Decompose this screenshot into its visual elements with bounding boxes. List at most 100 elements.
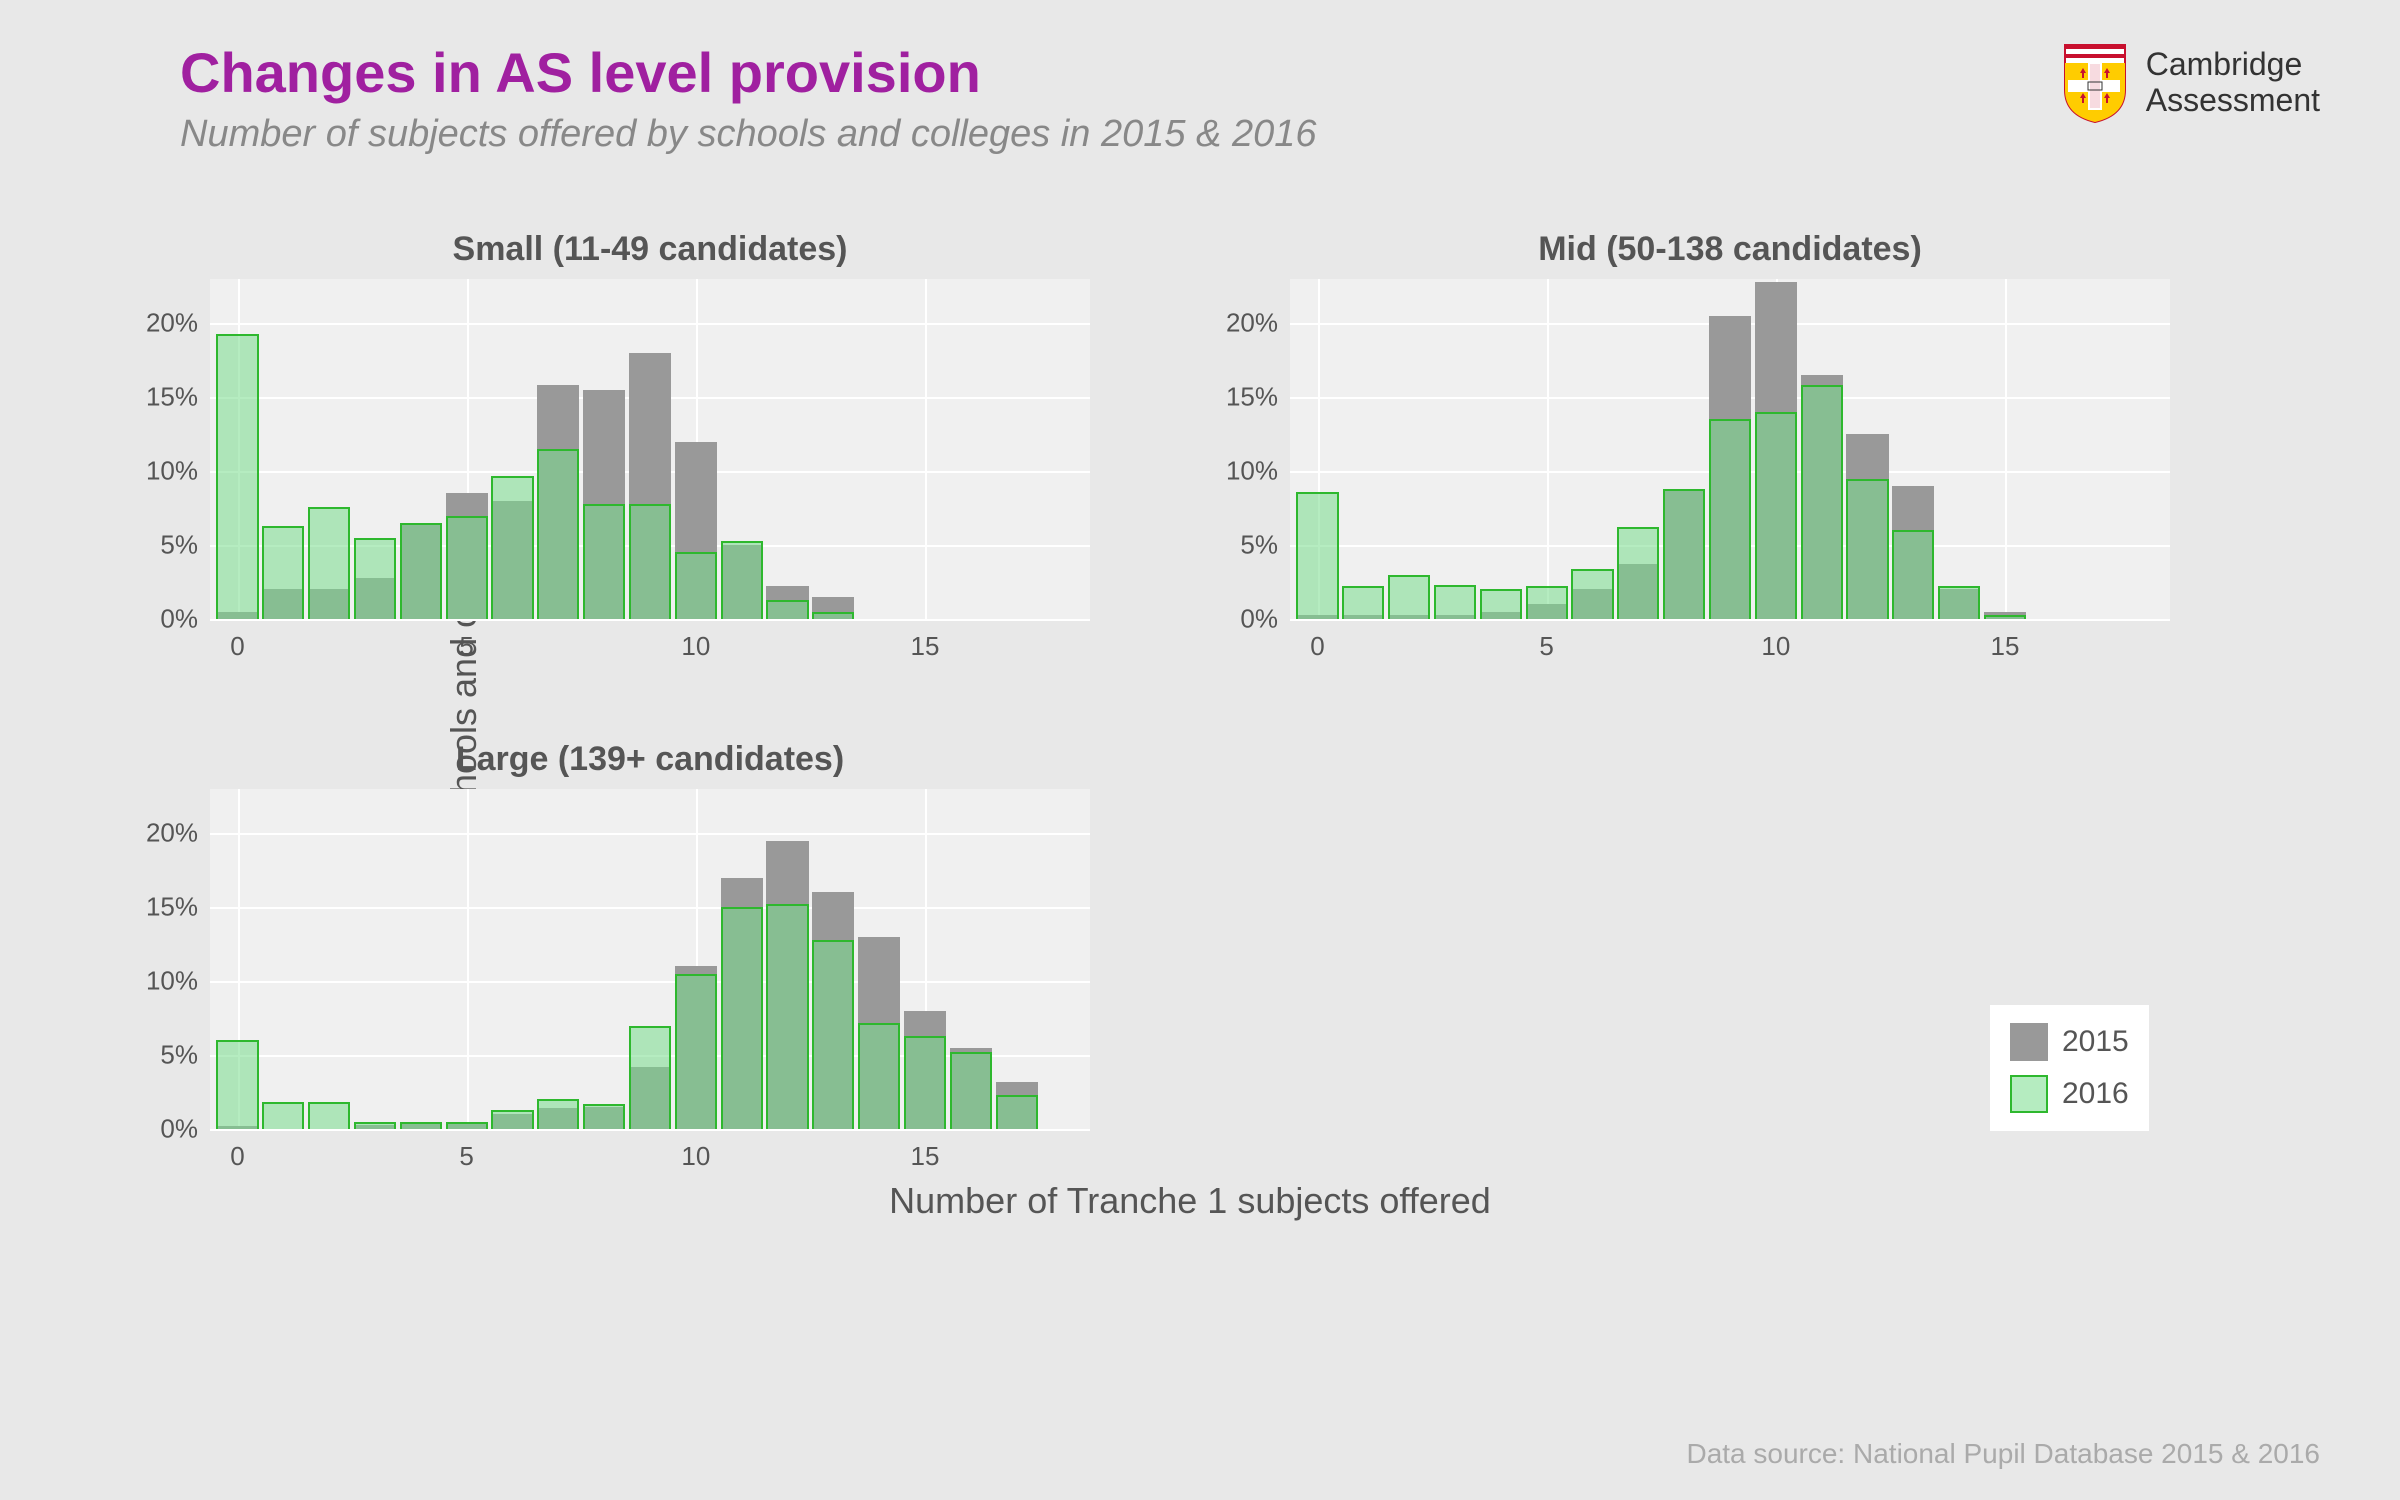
x-tick-label: 15 <box>1991 631 2020 662</box>
chart-panel: Large (139+ candidates) 0%5%10%15%20%0510… <box>210 740 1090 1129</box>
y-tick-label: 10% <box>146 966 198 997</box>
bar-2016 <box>675 974 717 1129</box>
bar-2016 <box>1434 585 1476 619</box>
y-tick-label: 20% <box>1226 308 1278 339</box>
bar-2016 <box>858 1023 900 1129</box>
brand-logo: Cambridge Assessment <box>2060 40 2320 125</box>
y-tick-label: 5% <box>1240 530 1278 561</box>
gridline-h <box>210 1129 1090 1131</box>
bar-2016 <box>996 1095 1038 1129</box>
bar-2016 <box>766 600 808 619</box>
bar-2016 <box>1526 586 1568 619</box>
bar-2016 <box>446 1122 488 1129</box>
bar-2016 <box>1709 419 1751 619</box>
chart-panel: Small (11-49 candidates) 0%5%10%15%20%051… <box>210 230 1090 619</box>
bar-2016 <box>1755 412 1797 619</box>
panel-title: Mid (50-138 candidates) <box>1290 230 2170 269</box>
legend-swatch <box>2010 1023 2048 1061</box>
x-tick-label: 0 <box>230 631 244 662</box>
bar-2016 <box>1801 385 1843 619</box>
gridline-h <box>210 619 1090 621</box>
legend-label: 2015 <box>2062 1025 2129 1059</box>
x-tick-label: 0 <box>230 1141 244 1172</box>
brand-text-line1: Cambridge <box>2146 47 2320 82</box>
plot-area: 0%5%10%15%20%051015 <box>210 789 1090 1129</box>
x-tick-label: 10 <box>681 1141 710 1172</box>
y-tick-label: 5% <box>160 1040 198 1071</box>
bar-2016 <box>1846 479 1888 619</box>
y-tick-label: 20% <box>146 818 198 849</box>
gridline-h <box>1290 619 2170 621</box>
panel-title: Large (139+ candidates) <box>210 740 1090 779</box>
gridline-v <box>2005 279 2007 619</box>
bar-2016 <box>262 526 304 619</box>
bar-2016 <box>766 904 808 1129</box>
bar-2016 <box>400 523 442 619</box>
bar-2016 <box>950 1052 992 1129</box>
legend-item: 2015 <box>2010 1023 2129 1061</box>
bar-2016 <box>354 538 396 619</box>
x-tick-label: 0 <box>1310 631 1324 662</box>
bar-2016 <box>721 541 763 619</box>
gridline-h <box>210 981 1090 983</box>
bar-2016 <box>1617 527 1659 619</box>
bar-2016 <box>721 907 763 1129</box>
y-tick-label: 5% <box>160 530 198 561</box>
bar-2016 <box>629 1026 671 1129</box>
legend-item: 2016 <box>2010 1075 2129 1113</box>
bar-2016 <box>629 504 671 619</box>
panel-title: Small (11-49 candidates) <box>210 230 1090 269</box>
brand-text: Cambridge Assessment <box>2146 47 2320 117</box>
bar-2016 <box>537 449 579 619</box>
page-title: Changes in AS level provision <box>180 40 2220 105</box>
bar-2016 <box>583 1104 625 1129</box>
bar-2016 <box>308 507 350 619</box>
bar-2016 <box>216 1040 258 1129</box>
y-tick-label: 0% <box>160 604 198 635</box>
bar-2016 <box>1480 589 1522 619</box>
bar-2016 <box>491 1110 533 1129</box>
bar-2016 <box>308 1102 350 1129</box>
x-tick-label: 5 <box>459 631 473 662</box>
gridline-h <box>210 323 1090 325</box>
bar-2016 <box>812 940 854 1129</box>
gridline-v <box>925 279 927 619</box>
bar-2016 <box>1342 586 1384 619</box>
y-tick-label: 10% <box>1226 456 1278 487</box>
bar-2016 <box>216 334 258 619</box>
chart-panel: Mid (50-138 candidates) 0%5%10%15%20%0510… <box>1290 230 2170 619</box>
bar-2016 <box>675 552 717 619</box>
legend-label: 2016 <box>2062 1077 2129 1111</box>
bar-2016 <box>1296 492 1338 619</box>
shield-icon <box>2060 40 2130 125</box>
bar-2016 <box>262 1102 304 1129</box>
x-tick-label: 10 <box>681 631 710 662</box>
x-tick-label: 10 <box>1761 631 1790 662</box>
bar-2016 <box>1663 489 1705 619</box>
bar-2016 <box>1984 615 2026 619</box>
y-tick-label: 15% <box>1226 382 1278 413</box>
x-tick-label: 15 <box>911 631 940 662</box>
legend-swatch <box>2010 1075 2048 1113</box>
plot-area: 0%5%10%15%20%051015 <box>1290 279 2170 619</box>
y-tick-label: 15% <box>146 382 198 413</box>
page-subtitle: Number of subjects offered by schools an… <box>180 113 2220 156</box>
gridline-v <box>1547 279 1549 619</box>
y-tick-label: 0% <box>1240 604 1278 635</box>
brand-text-line2: Assessment <box>2146 83 2320 118</box>
x-tick-label: 5 <box>459 1141 473 1172</box>
bar-2016 <box>1938 586 1980 619</box>
bar-2016 <box>537 1099 579 1129</box>
plot-area: 0%5%10%15%20%051015 <box>210 279 1090 619</box>
bar-2016 <box>354 1122 396 1129</box>
bar-2016 <box>400 1122 442 1129</box>
bar-2016 <box>1892 530 1934 619</box>
y-tick-label: 15% <box>146 892 198 923</box>
x-tick-label: 5 <box>1539 631 1553 662</box>
x-axis-label: Number of Tranche 1 subjects offered <box>210 1180 2170 1222</box>
gridline-v <box>467 789 469 1129</box>
gridline-h <box>210 907 1090 909</box>
bar-2016 <box>491 476 533 619</box>
bar-2016 <box>904 1036 946 1129</box>
bar-2016 <box>446 516 488 619</box>
